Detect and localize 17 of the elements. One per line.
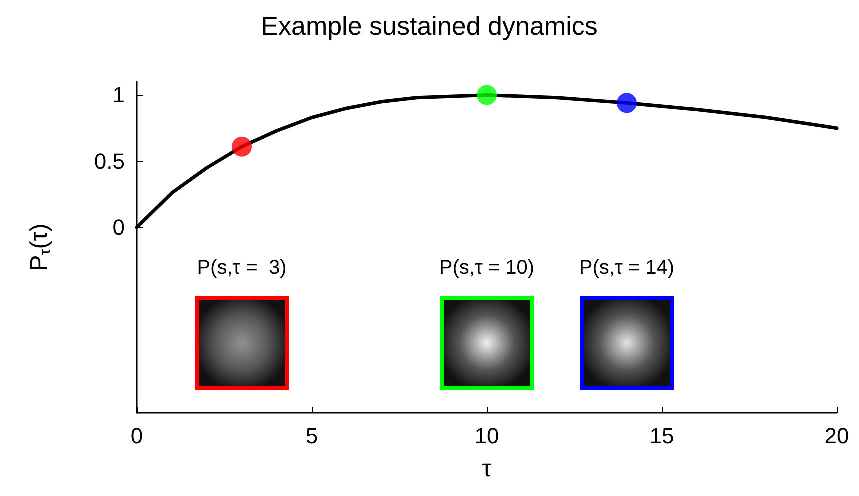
x-tick-label: 5 (306, 424, 318, 448)
y-tick-label: 0.5 (94, 148, 125, 174)
point (477, 85, 497, 106)
annotation: P(s,τ = 3) (197, 257, 287, 279)
chart-title: Example sustained dynamics (261, 11, 598, 41)
point (617, 93, 637, 114)
x-tick-label: 0 (130, 424, 144, 448)
x-tick-label: 15 (650, 424, 674, 448)
x-tick-label: 10 (474, 424, 500, 448)
annotation: P(s,τ = 10) (439, 257, 535, 279)
y-axis-title: Pτ(τ) (26, 224, 54, 272)
y-tick-label: 1 (112, 82, 125, 108)
annotation: P(s,τ = 14) (579, 257, 675, 279)
x-tick-label: 20 (824, 424, 850, 448)
x-axis-title: τ (482, 456, 492, 482)
y-tick-label: 0 (112, 215, 125, 240)
point (232, 136, 252, 157)
